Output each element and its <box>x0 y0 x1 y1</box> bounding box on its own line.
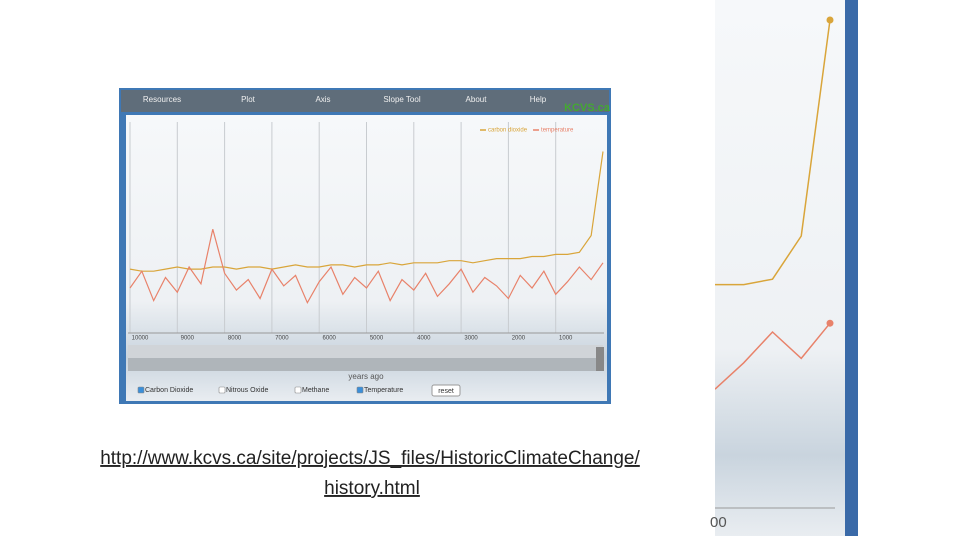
legend-label: temperature <box>541 128 574 134</box>
brand[interactable]: KCVS.ca <box>564 102 611 114</box>
link-line[interactable]: history.html <box>324 478 420 499</box>
menu-item[interactable]: About <box>466 95 488 104</box>
checkbox[interactable] <box>356 386 364 394</box>
checkbox-label[interactable]: Methane <box>302 387 329 394</box>
link-line[interactable]: http://www.kcvs.ca/site/projects/JS_file… <box>100 448 640 469</box>
checkbox-label[interactable]: Carbon Dioxide <box>145 387 193 394</box>
x-tick-label: 2000 <box>512 336 526 342</box>
x-tick-label: 3000 <box>464 336 478 342</box>
checkbox-label[interactable]: Temperature <box>364 387 403 394</box>
checkbox[interactable] <box>294 386 302 394</box>
checkbox[interactable] <box>137 386 145 394</box>
zoom-tick-label: 00 <box>710 514 727 531</box>
zoom-line <box>715 322 831 390</box>
reset-button[interactable] <box>431 384 461 397</box>
overview-handle[interactable] <box>596 347 604 371</box>
zoom-marker <box>826 319 834 327</box>
menu-item[interactable]: Plot <box>241 95 256 104</box>
zoom-marker <box>826 16 834 24</box>
zoom-plot <box>715 16 834 390</box>
x-tick-label: 6000 <box>323 336 337 342</box>
x-tick-label: 5000 <box>370 336 384 342</box>
checkbox[interactable] <box>218 386 226 394</box>
x-tick-label: 10000 <box>132 336 149 342</box>
menu-item[interactable]: Resources <box>143 95 181 104</box>
menu-item[interactable]: Axis <box>315 95 330 104</box>
x-axis-title: years ago <box>348 372 384 381</box>
x-tick-label: 8000 <box>228 336 242 342</box>
x-tick-label: 1000 <box>559 336 573 342</box>
series-line <box>129 151 604 272</box>
menu-bar <box>121 90 609 112</box>
checkbox-label[interactable]: Nitrous Oxide <box>226 387 269 394</box>
menu-item[interactable]: Help <box>530 95 547 104</box>
x-tick-label: 9000 <box>181 336 195 342</box>
menu-item[interactable]: Slope Tool <box>383 95 420 104</box>
plot: 10000 9000 8000 7000 6000 5000 4000 3000 2000 100… <box>128 122 604 342</box>
zoom-line <box>715 19 831 286</box>
reset-label[interactable]: reset <box>438 388 454 395</box>
series-line <box>129 229 604 305</box>
legend-label: carbon dioxide <box>488 128 528 134</box>
zoom-frame <box>845 0 858 536</box>
x-tick-label: 7000 <box>275 336 289 342</box>
x-tick-label: 4000 <box>417 336 431 342</box>
overview-fill <box>128 358 603 371</box>
